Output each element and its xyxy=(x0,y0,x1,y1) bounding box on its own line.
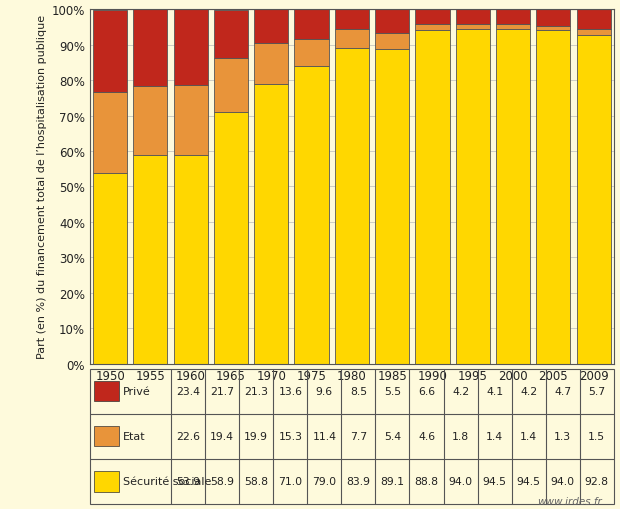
Text: 88.8: 88.8 xyxy=(415,476,438,487)
Text: 23.4: 23.4 xyxy=(176,386,200,397)
Text: 7.7: 7.7 xyxy=(350,432,367,441)
Bar xyxy=(536,27,570,32)
Bar xyxy=(415,32,450,364)
Bar xyxy=(375,50,409,364)
Bar xyxy=(93,173,127,364)
Text: 79.0: 79.0 xyxy=(312,476,337,487)
Bar xyxy=(214,113,248,364)
Bar xyxy=(375,10,409,34)
Text: 1.5: 1.5 xyxy=(588,432,605,441)
Bar xyxy=(335,49,369,364)
Text: Sécurité sociale: Sécurité sociale xyxy=(123,476,211,487)
Text: 89.1: 89.1 xyxy=(381,476,404,487)
Text: 4.1: 4.1 xyxy=(486,386,503,397)
Text: 13.6: 13.6 xyxy=(278,386,303,397)
Text: 19.9: 19.9 xyxy=(244,432,268,441)
Text: 15.3: 15.3 xyxy=(278,432,303,441)
Bar xyxy=(133,87,167,156)
Bar xyxy=(294,10,329,40)
Bar xyxy=(577,10,611,31)
Text: Privé: Privé xyxy=(123,386,151,397)
Bar xyxy=(214,59,248,113)
Text: 94.5: 94.5 xyxy=(482,476,507,487)
Bar xyxy=(496,10,530,24)
Text: 5.7: 5.7 xyxy=(588,386,605,397)
Bar xyxy=(94,381,119,402)
Bar xyxy=(93,93,127,173)
Text: 21.3: 21.3 xyxy=(244,386,268,397)
Bar xyxy=(174,156,208,364)
Text: 5.4: 5.4 xyxy=(384,432,401,441)
Text: 92.8: 92.8 xyxy=(585,476,609,487)
Text: 53.9: 53.9 xyxy=(176,476,200,487)
Text: 4.6: 4.6 xyxy=(418,432,435,441)
Bar xyxy=(254,84,288,364)
Text: 21.7: 21.7 xyxy=(210,386,234,397)
Text: www.irdes.fr: www.irdes.fr xyxy=(537,496,601,506)
Bar xyxy=(294,40,329,67)
Bar xyxy=(456,24,490,30)
Bar xyxy=(254,10,288,44)
Text: 19.4: 19.4 xyxy=(210,432,234,441)
Bar xyxy=(577,31,611,36)
Bar xyxy=(536,10,570,27)
Text: 83.9: 83.9 xyxy=(347,476,370,487)
Bar xyxy=(214,11,248,59)
Text: 1.4: 1.4 xyxy=(520,432,537,441)
Bar xyxy=(254,44,288,84)
Bar xyxy=(133,10,167,87)
Text: 4.2: 4.2 xyxy=(520,386,537,397)
Bar xyxy=(456,30,490,364)
Bar xyxy=(133,156,167,364)
Text: 58.8: 58.8 xyxy=(244,476,268,487)
Bar xyxy=(335,10,369,30)
Text: 58.9: 58.9 xyxy=(210,476,234,487)
Text: 22.6: 22.6 xyxy=(176,432,200,441)
Text: 11.4: 11.4 xyxy=(312,432,336,441)
Text: 6.6: 6.6 xyxy=(418,386,435,397)
Bar xyxy=(94,427,119,446)
Bar xyxy=(415,25,450,32)
Bar xyxy=(93,11,127,93)
Bar xyxy=(94,471,119,492)
Text: 94.0: 94.0 xyxy=(551,476,575,487)
Text: 94.0: 94.0 xyxy=(448,476,472,487)
Text: 5.5: 5.5 xyxy=(384,386,401,397)
Text: 8.5: 8.5 xyxy=(350,386,367,397)
Bar xyxy=(536,32,570,364)
Text: 71.0: 71.0 xyxy=(278,476,303,487)
Text: 9.6: 9.6 xyxy=(316,386,333,397)
Bar xyxy=(496,24,530,30)
Text: 1.8: 1.8 xyxy=(452,432,469,441)
Bar xyxy=(335,30,369,49)
Text: 4.7: 4.7 xyxy=(554,386,571,397)
Text: 4.2: 4.2 xyxy=(452,386,469,397)
Text: 1.3: 1.3 xyxy=(554,432,571,441)
Bar xyxy=(174,86,208,156)
Bar xyxy=(375,34,409,50)
Bar xyxy=(174,10,208,86)
Bar xyxy=(415,10,450,25)
Bar xyxy=(577,36,611,364)
Text: 1.4: 1.4 xyxy=(486,432,503,441)
Bar xyxy=(496,30,530,364)
Bar xyxy=(456,10,490,24)
Y-axis label: Part (en %) du financement total de l’hospitalisation publique: Part (en %) du financement total de l’ho… xyxy=(37,15,48,359)
Text: 94.5: 94.5 xyxy=(516,476,541,487)
Text: Etat: Etat xyxy=(123,432,146,441)
Bar xyxy=(294,67,329,364)
